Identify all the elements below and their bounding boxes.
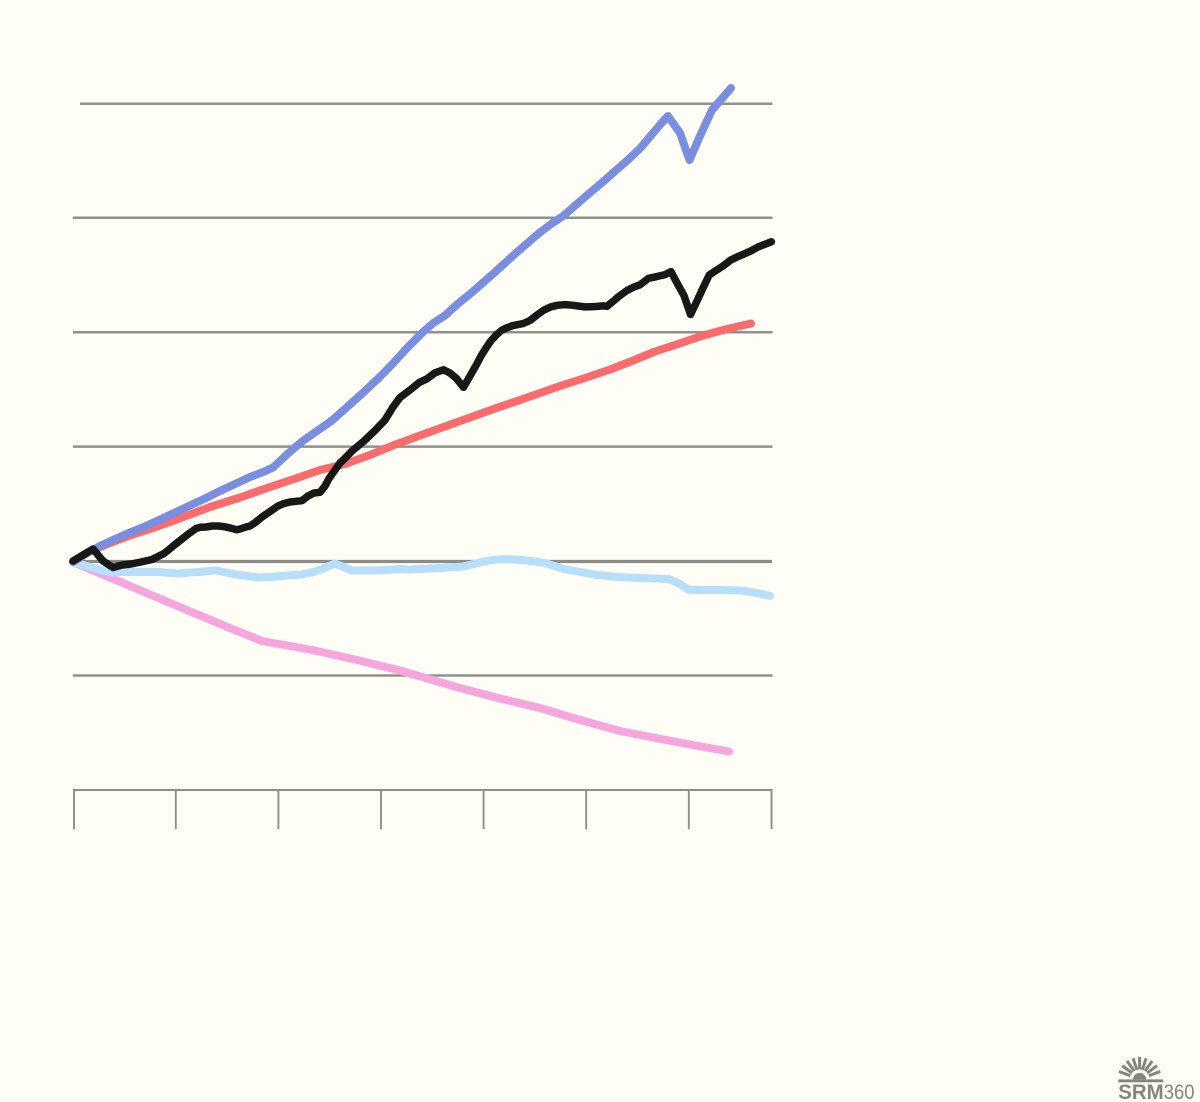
svg-text:360: 360 bbox=[1164, 1080, 1195, 1102]
svg-text:SRM: SRM bbox=[1118, 1080, 1163, 1102]
